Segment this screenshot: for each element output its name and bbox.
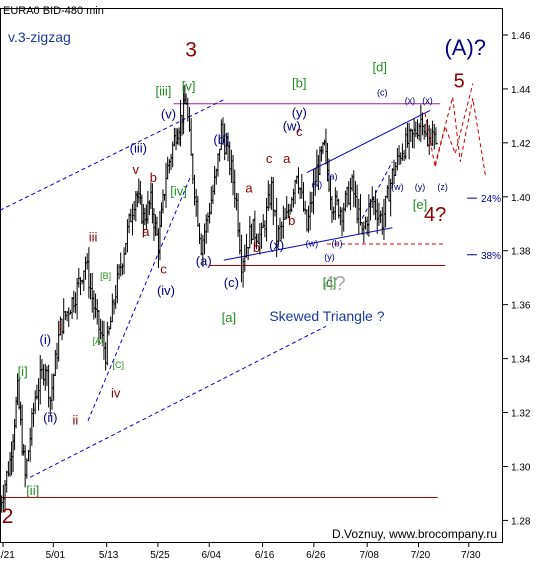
wave-label: iv: [111, 386, 121, 401]
wave-label: c: [296, 124, 303, 139]
wave-label: (c): [377, 88, 388, 98]
wave-label: (i): [39, 332, 51, 347]
wave-label: [C]: [112, 360, 124, 370]
y-tick-label: 1.40: [511, 193, 531, 204]
wave-label: (x): [422, 96, 433, 106]
wave-label: b: [150, 170, 157, 185]
trend-line: [361, 161, 393, 219]
trend-line: [87, 175, 192, 421]
wave-label: [ii]: [26, 483, 39, 498]
x-tick-label: 6/16: [255, 550, 275, 561]
wave-label: [e]: [413, 197, 427, 212]
projection-line: [424, 83, 474, 168]
wave-label: c: [160, 262, 167, 277]
wave-label: ii: [73, 413, 79, 428]
y-tick-label: 1.30: [511, 462, 531, 473]
wave-label: (ii): [43, 410, 57, 425]
trend-line: [0, 99, 225, 211]
wave-label: 2: [2, 505, 14, 528]
wave-label: (v): [161, 107, 176, 122]
price-bars: [0, 85, 438, 513]
trend-line: [29, 325, 327, 478]
wave-label: (z): [437, 182, 448, 192]
x-tick-label: 7/30: [461, 550, 481, 561]
wave-label: v: [133, 162, 140, 177]
wave-label: [B]: [100, 271, 111, 281]
wave-label: [c]: [323, 275, 337, 290]
wave-label: [iv]: [170, 183, 187, 198]
wave-label: a: [283, 151, 291, 166]
wave-label: (a): [326, 171, 337, 181]
wave-label: 4?: [323, 273, 345, 295]
wave-label: (x): [312, 179, 323, 189]
chart-title: EURA0 BID-480 min: [3, 5, 104, 17]
wave-label: 3: [185, 39, 197, 62]
wave-label: iii: [89, 229, 98, 244]
y-tick-label: 1.46: [511, 31, 531, 42]
wave-label: (w): [283, 119, 301, 134]
x-tick-label: 5/25: [150, 550, 170, 561]
y-tick-label: 1.38: [511, 247, 531, 258]
plot-frame: [0, 8, 503, 543]
fib-level-label: 38%: [481, 251, 501, 262]
wave-label: (y): [292, 105, 307, 120]
y-tick-label: 1.42: [511, 139, 531, 150]
y-tick-label: 1.44: [511, 85, 531, 96]
fib-level-label: 24%: [481, 194, 501, 205]
x-tick-label: 7/20: [411, 550, 431, 561]
x-tick-label: 6/26: [306, 550, 326, 561]
wave-label: (c): [224, 275, 239, 290]
wave-label: (b): [213, 132, 229, 147]
chart-subtitle: v.3-zigzag: [8, 29, 71, 45]
x-tick-label: 7/08: [359, 550, 379, 561]
wave-label: c: [266, 151, 273, 166]
y-tick-label: 1.36: [511, 301, 531, 312]
wave-label: (a): [196, 254, 212, 269]
wave-label: a: [142, 224, 150, 239]
wave-label: (b): [332, 239, 343, 249]
wave-label: [b]: [292, 76, 306, 91]
x-tick-label: 6/04: [202, 550, 222, 561]
wave-label: [v]: [182, 78, 196, 93]
wave-label: i: [59, 318, 62, 333]
wave-label: [a]: [222, 310, 236, 325]
wave-label: [iii]: [156, 84, 172, 99]
wave-label: (x): [405, 96, 416, 106]
credit-text: D.Voznuy, www.brocompany.ru: [332, 527, 497, 541]
wave-label: [d]: [373, 59, 387, 74]
wave-label: (A)?: [444, 35, 486, 60]
wave-label: (w): [391, 182, 404, 192]
wave-label: 4?: [424, 204, 446, 226]
wave-label: Skewed Triangle ?: [269, 308, 384, 324]
y-tick-label: 1.32: [511, 409, 531, 420]
wave-label: (w): [306, 239, 319, 249]
wave-label: b: [253, 240, 260, 255]
x-tick-label: 5/13: [99, 550, 119, 561]
wave-label: (iii): [130, 140, 147, 155]
wave-label: (x): [269, 237, 284, 252]
wave-label: [A]: [93, 336, 104, 346]
projection-line: [434, 96, 486, 176]
x-tick-label: 5/01: [46, 550, 66, 561]
wave-label: b: [288, 213, 295, 228]
wave-label: (iv): [157, 283, 175, 298]
y-tick-label: 1.28: [511, 516, 531, 527]
y-tick-label: 1.34: [511, 355, 531, 366]
wave-label: (y): [324, 252, 335, 262]
wave-label: a: [245, 181, 253, 196]
x-tick-label: 4/21: [0, 550, 15, 561]
wave-label: [i]: [18, 364, 28, 379]
wave-label: (y): [415, 182, 426, 192]
wave-label: 5: [454, 71, 465, 93]
